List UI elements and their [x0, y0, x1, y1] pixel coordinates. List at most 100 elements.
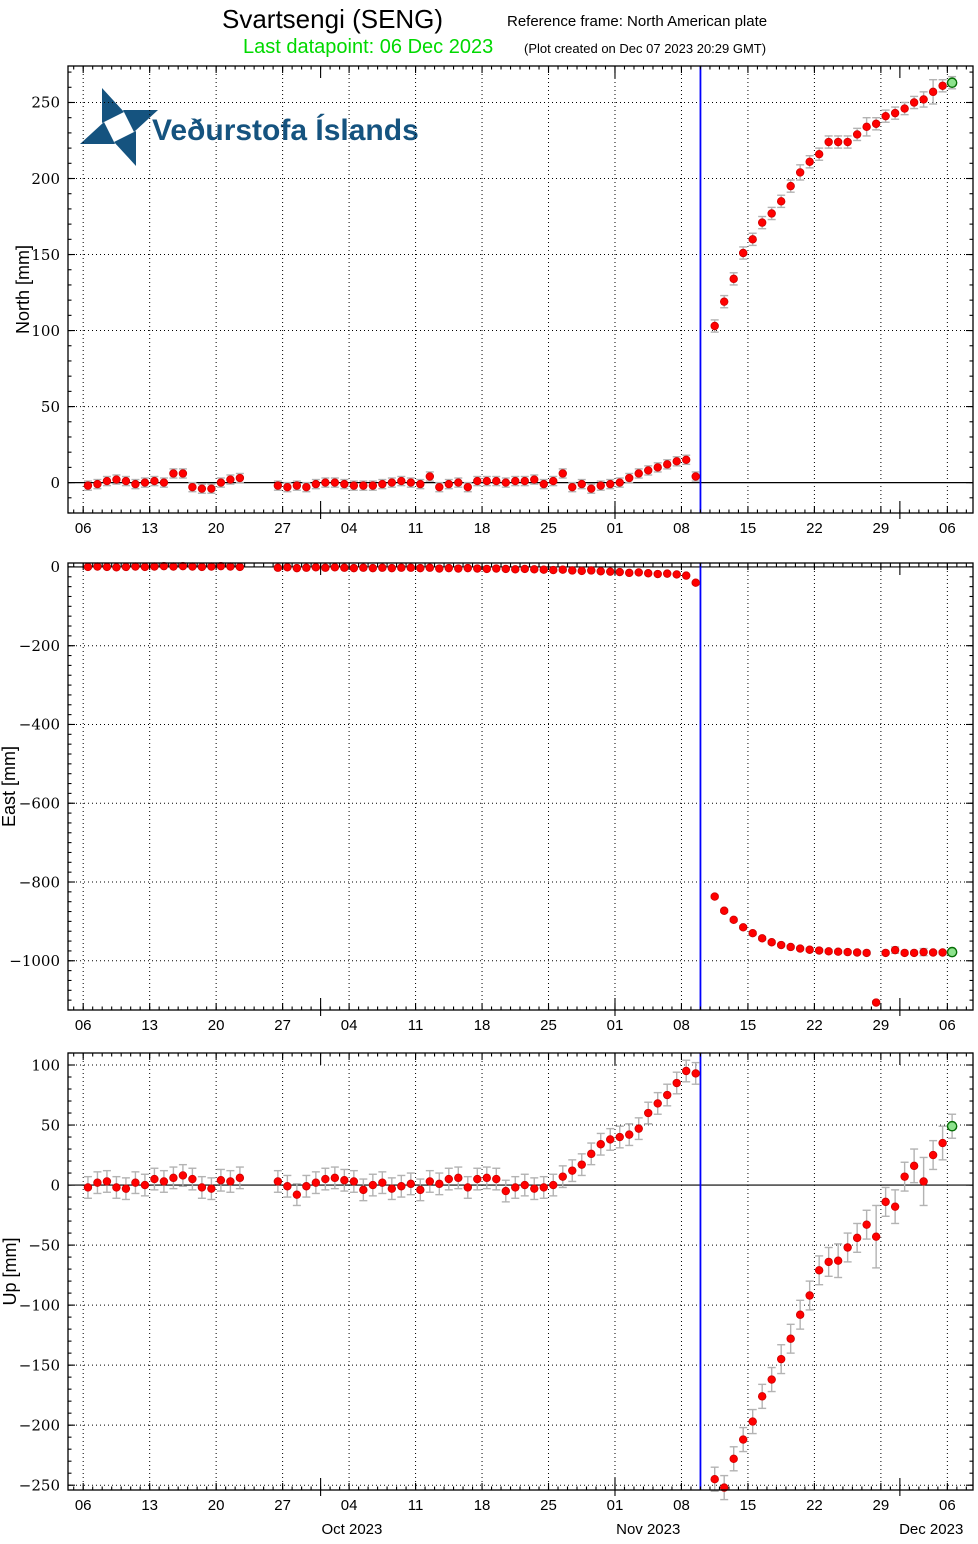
month-label: Dec 2023 — [899, 1521, 963, 1538]
data-point — [653, 569, 662, 579]
data-point — [425, 472, 435, 481]
logo-wordmark: Veðurstofa Íslands — [152, 113, 419, 147]
data-point — [862, 122, 871, 132]
data-point — [938, 81, 947, 90]
y-tick-label: −600 — [19, 794, 60, 812]
panel-north: 0 50 100 150 200 250 06 13 20 27 04 11 18 25 01 08 15 22 2… — [13, 65, 974, 537]
data-point — [435, 482, 444, 492]
x-tick-label: 22 — [806, 520, 823, 537]
data-point — [672, 457, 681, 466]
y-axis-title: North [mm] — [13, 245, 33, 334]
y-tick-label: −200 — [19, 1416, 60, 1434]
data-point — [928, 1150, 938, 1160]
x-tick-label: 01 — [607, 1017, 624, 1034]
data-point — [359, 563, 368, 572]
data-point — [757, 218, 767, 227]
data-point — [833, 947, 843, 956]
data-point — [359, 481, 368, 490]
data-point — [644, 466, 653, 475]
x-tick-label: 25 — [540, 520, 557, 537]
data-point — [435, 564, 444, 573]
data-point — [852, 1233, 862, 1243]
data-point — [292, 481, 302, 490]
data-point — [93, 562, 102, 571]
data-point — [814, 946, 824, 955]
data-point — [719, 906, 729, 915]
data-point — [463, 482, 472, 492]
data-point — [691, 472, 700, 481]
logo-pinwheel-icon — [114, 131, 136, 166]
data-point — [416, 1185, 425, 1195]
data-point — [549, 476, 558, 486]
x-tick-label: 29 — [873, 520, 890, 537]
data-point — [102, 562, 112, 572]
data-point — [577, 479, 586, 489]
data-point — [311, 563, 321, 572]
x-tick-label: 18 — [474, 1017, 491, 1034]
data-point — [492, 1174, 501, 1184]
month-label: Oct 2023 — [322, 1521, 383, 1538]
y-axis-title: East [mm] — [0, 746, 19, 827]
data-point — [416, 479, 425, 489]
reference-frame-label: Reference frame: North American plate — [507, 13, 768, 30]
panel-east: 0 −200 −400 −600 −800 −1000 06 13 20 27 04 11 18 25 01… — [0, 558, 974, 1034]
month-label: Nov 2023 — [616, 1521, 680, 1538]
x-tick-label: 25 — [540, 1017, 557, 1034]
data-point — [387, 563, 397, 573]
data-point — [596, 481, 605, 490]
data-point — [273, 563, 283, 572]
data-point — [606, 1135, 615, 1144]
error-bars — [83, 1059, 957, 1501]
data-point — [197, 1183, 207, 1192]
data-point — [577, 566, 586, 576]
y-tick-label: 100 — [31, 1056, 60, 1074]
data-point — [682, 1066, 691, 1076]
data-point — [216, 1176, 226, 1185]
data-point — [606, 479, 615, 489]
data-point — [634, 568, 643, 577]
data-point — [928, 87, 938, 97]
data-point — [890, 945, 900, 955]
data-point — [729, 915, 738, 925]
data-point — [207, 484, 216, 493]
last-datapoint-marker — [946, 946, 958, 958]
x-tick-label: 04 — [341, 1017, 358, 1034]
data-point — [682, 571, 691, 580]
data-point — [938, 1138, 947, 1148]
data-point — [226, 1177, 235, 1186]
data-point — [235, 473, 245, 483]
data-point — [625, 1130, 634, 1139]
data-point — [93, 1178, 102, 1187]
data-point — [473, 1174, 482, 1184]
x-tick-label: 06 — [75, 1497, 92, 1514]
data-point — [511, 565, 520, 574]
data-point — [776, 940, 786, 950]
x-tick-label: 11 — [408, 1017, 424, 1034]
data-point — [843, 137, 852, 147]
data-point — [587, 566, 596, 575]
data-point — [416, 563, 425, 573]
y-tick-label: 0 — [50, 1176, 60, 1194]
y-tick-label: 50 — [41, 1116, 60, 1134]
data-point — [663, 569, 672, 578]
data-point — [501, 1186, 510, 1196]
data-point — [207, 562, 216, 571]
y-tick-label: −800 — [19, 873, 60, 891]
data-point — [207, 1184, 216, 1193]
data-point — [644, 569, 653, 578]
data-point — [378, 479, 387, 489]
data-point — [596, 1140, 605, 1149]
data-point — [406, 478, 416, 487]
data-point — [539, 479, 548, 489]
error-bars — [83, 564, 957, 1005]
data-point — [150, 1174, 159, 1184]
data-point — [786, 1334, 795, 1343]
data-point — [273, 481, 283, 490]
data-point — [691, 1069, 700, 1078]
data-point — [549, 565, 558, 575]
data-point — [539, 1183, 548, 1192]
data-point — [568, 1166, 577, 1175]
x-tick-label: 15 — [740, 1017, 757, 1034]
